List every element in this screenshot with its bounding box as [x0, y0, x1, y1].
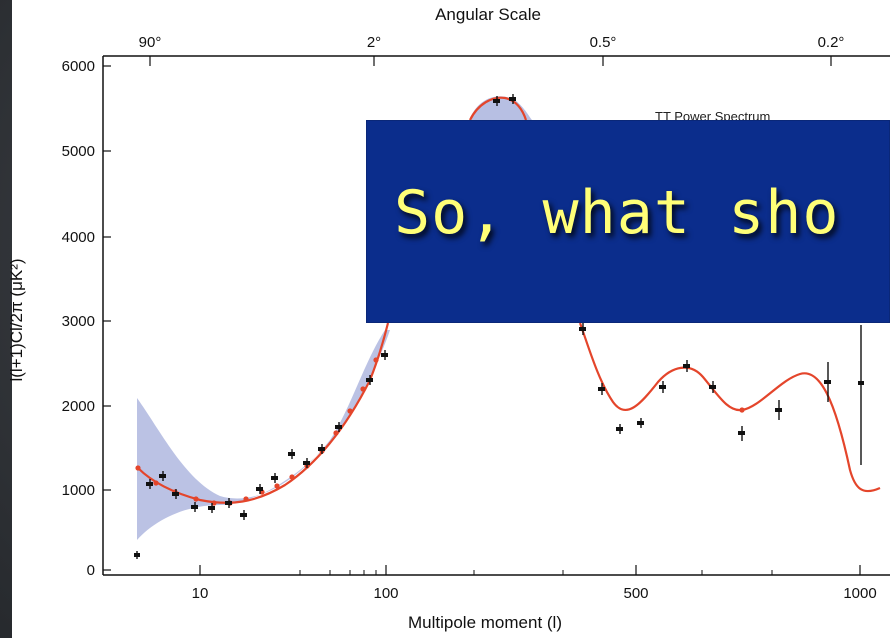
data-point: [683, 360, 690, 372]
top-tick-label: 0.5°: [590, 34, 617, 51]
bottom-tick-label: 500: [623, 585, 648, 602]
y-tick-label: 6000: [62, 58, 95, 75]
data-point: [240, 510, 247, 520]
data-point: [858, 325, 864, 465]
top-tick-label: 0.2°: [818, 34, 845, 51]
data-point: [271, 473, 278, 483]
model-marker: [347, 408, 353, 414]
data-point: [775, 400, 782, 420]
bottom-tick-labels: 10 100 500 1000: [192, 585, 877, 602]
data-point: [303, 458, 310, 468]
data-point: [191, 502, 198, 512]
data-point: [659, 381, 666, 393]
data-points: [134, 94, 864, 559]
top-tick-label: 2°: [367, 34, 381, 51]
model-curve-left: [137, 322, 390, 504]
model-curve-peak: [469, 96, 528, 121]
data-point: [598, 383, 605, 395]
model-sample-markers: [135, 357, 745, 506]
y-tick-label: 0: [87, 562, 95, 579]
top-axis-ticks: [149, 56, 832, 66]
data-point: [824, 362, 831, 402]
data-point: [288, 449, 295, 459]
bottom-tick-label: 100: [373, 585, 398, 602]
model-marker: [289, 474, 295, 480]
bottom-tick-label: 1000: [843, 585, 876, 602]
model-marker: [373, 357, 379, 363]
data-point: [134, 551, 140, 559]
model-marker: [243, 496, 249, 502]
data-point: [159, 471, 166, 481]
model-marker: [360, 386, 366, 392]
model-marker: [135, 465, 141, 471]
data-point: [256, 484, 263, 494]
data-point: [146, 479, 153, 489]
chart-title: Angular Scale: [435, 5, 541, 24]
model-curve-right: [578, 322, 881, 493]
data-point: [579, 323, 586, 335]
cosmic-variance-band: [137, 330, 390, 540]
y-tick-label: 4000: [62, 229, 95, 246]
question-overlay-box: So, what sho: [366, 120, 890, 323]
model-marker: [274, 483, 280, 489]
y-axis-ticks: [103, 65, 111, 571]
x-axis-label: Multipole moment (l): [408, 613, 562, 632]
y-axis-label: l(l+1)Cl/2π (μK²): [7, 258, 26, 381]
data-point: [381, 350, 388, 360]
data-point: [709, 381, 716, 393]
model-marker: [739, 407, 745, 413]
data-point: [493, 96, 500, 106]
data-point: [225, 498, 232, 508]
data-point: [637, 418, 644, 428]
y-tick-label: 5000: [62, 143, 95, 160]
y-tick-labels: 0 1000 2000 3000 4000 5000 6000: [62, 58, 95, 579]
data-point: [335, 422, 342, 432]
data-point: [172, 489, 179, 499]
overlay-question-text: So, what sho: [394, 178, 840, 248]
data-point: [509, 94, 516, 104]
data-point: [738, 426, 745, 441]
bottom-axis-ticks: [199, 565, 861, 575]
model-marker: [153, 480, 159, 486]
y-tick-label: 3000: [62, 313, 95, 330]
top-tick-labels: 90° 2° 0.5° 0.2°: [139, 34, 845, 51]
model-marker: [193, 496, 199, 502]
bottom-tick-label: 10: [192, 585, 209, 602]
data-point: [616, 424, 623, 434]
y-tick-label: 1000: [62, 482, 95, 499]
data-point: [366, 375, 373, 385]
model-marker: [333, 430, 339, 436]
data-point: [208, 503, 215, 513]
top-tick-label: 90°: [139, 34, 162, 51]
data-point: [318, 444, 325, 454]
y-tick-label: 2000: [62, 398, 95, 415]
